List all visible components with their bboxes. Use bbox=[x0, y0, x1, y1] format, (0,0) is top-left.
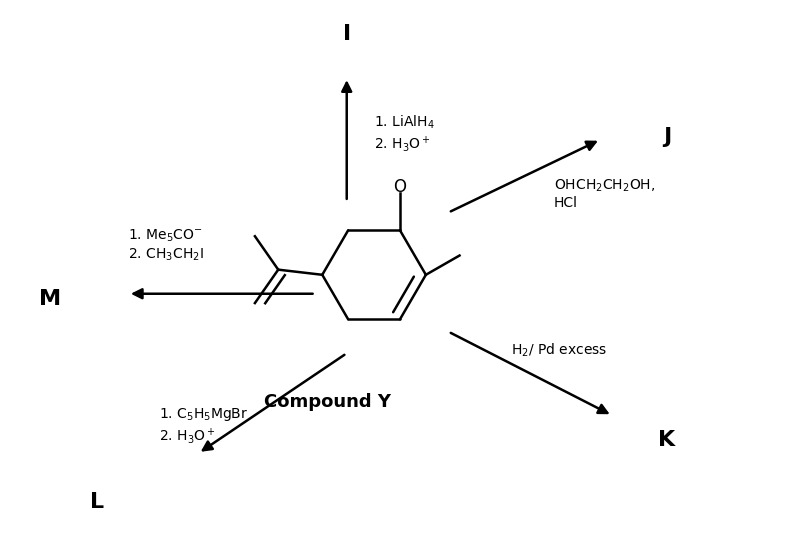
Text: K: K bbox=[658, 430, 676, 450]
Text: 1. C$_5$H$_5$MgBr
2. H$_3$O$^+$: 1. C$_5$H$_5$MgBr 2. H$_3$O$^+$ bbox=[159, 406, 249, 446]
Text: 1. Me$_5$CO$^{-}$
2. CH$_3$CH$_2$I: 1. Me$_5$CO$^{-}$ 2. CH$_3$CH$_2$I bbox=[128, 228, 204, 263]
Text: H$_2$/ Pd excess: H$_2$/ Pd excess bbox=[510, 342, 607, 359]
Text: OHCH$_2$CH$_2$OH,
HCl: OHCH$_2$CH$_2$OH, HCl bbox=[554, 178, 655, 210]
Text: 1. LiAlH$_4$
2. H$_3$O$^+$: 1. LiAlH$_4$ 2. H$_3$O$^+$ bbox=[374, 114, 435, 154]
Text: O: O bbox=[394, 178, 406, 195]
Text: I: I bbox=[343, 24, 351, 44]
Text: M: M bbox=[39, 289, 61, 309]
Text: J: J bbox=[663, 127, 671, 147]
Text: L: L bbox=[90, 492, 104, 512]
Text: Compound Y: Compound Y bbox=[264, 393, 390, 411]
